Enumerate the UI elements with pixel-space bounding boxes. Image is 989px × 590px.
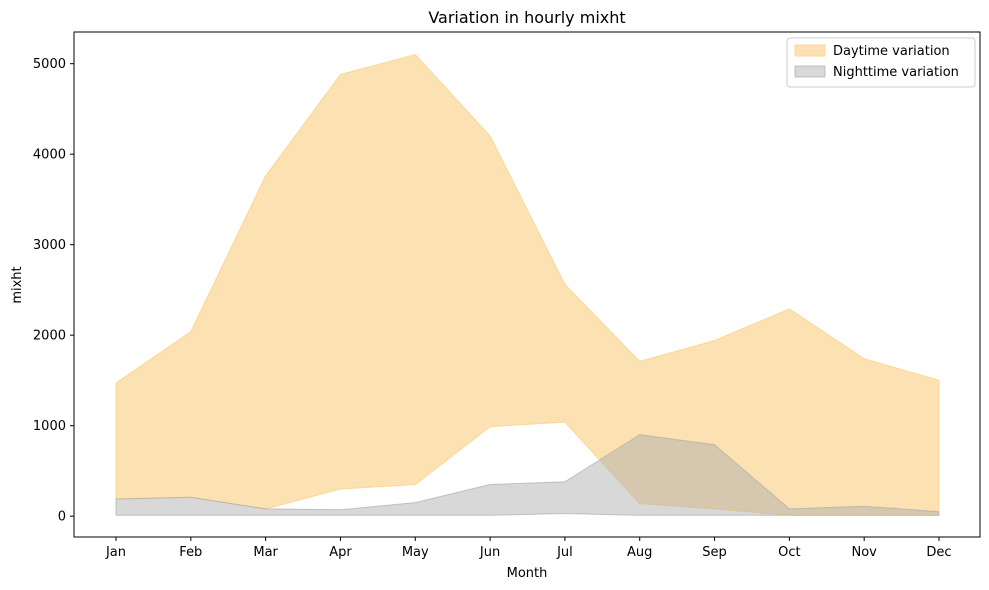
series-area-0 — [115, 54, 940, 516]
x-tick-label: Jul — [556, 545, 573, 560]
y-tick-label: 1000 — [33, 419, 66, 434]
legend-frame — [786, 37, 976, 88]
x-tick-label: May — [402, 545, 429, 560]
x-tick-label: Jun — [479, 545, 500, 560]
x-tick-label: Mar — [253, 545, 278, 560]
x-tick-label: Feb — [179, 545, 202, 560]
y-tick-label: 2000 — [33, 329, 66, 344]
x-tick-label: Aug — [627, 545, 652, 560]
y-tick-label: 4000 — [33, 148, 66, 163]
series-area-1 — [115, 434, 940, 516]
legend-label: Nighttime variation — [833, 65, 959, 80]
legend: Daytime variation Nighttime variation — [786, 37, 976, 88]
y-tick-label: 3000 — [33, 238, 66, 253]
x-tick-label: Nov — [851, 545, 877, 560]
plot-frame — [73, 31, 981, 538]
y-axis-label: mixht — [10, 266, 25, 303]
x-tick-label: Sep — [702, 545, 727, 560]
y-tick-label: 5000 — [33, 57, 66, 72]
plot-area — [115, 54, 940, 516]
x-tick-label: Oct — [778, 545, 800, 560]
x-tick-label: Apr — [329, 545, 352, 560]
x-axis: Jan Feb Mar Apr May Jun Jul Aug Sep Oct Nov Dec — [105, 537, 952, 560]
y-tick-label: 0 — [58, 510, 66, 525]
x-tick-label: Dec — [926, 545, 951, 560]
chart-title: Variation in hourly mixht — [428, 8, 625, 27]
legend-swatch — [794, 44, 826, 57]
legend-label: Daytime variation — [833, 44, 950, 59]
legend-swatch — [794, 65, 826, 78]
x-tick-label: Jan — [105, 545, 126, 560]
y-axis: 0 1000 2000 3000 4000 5000 — [33, 57, 74, 525]
x-axis-label: Month — [507, 566, 548, 581]
